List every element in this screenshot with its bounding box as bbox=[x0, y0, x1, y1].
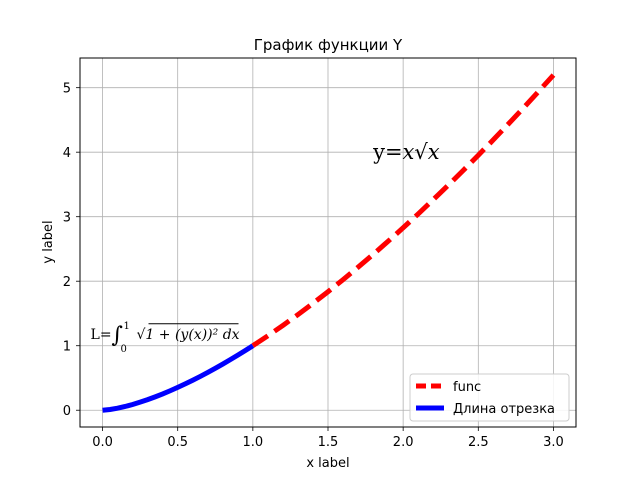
legend-label-func: func bbox=[453, 380, 481, 395]
x-tick-label: 2.5 bbox=[468, 435, 489, 450]
series-line-func bbox=[251, 73, 556, 348]
x-tick-label: 0.0 bbox=[92, 435, 113, 450]
annotation-func-formula: y=x√x bbox=[372, 140, 440, 164]
y-axis-label: y label bbox=[41, 220, 56, 263]
annotations: y=x√x L= ∫ 1 0 √1 + (y(x))² dx bbox=[91, 140, 440, 355]
x-axis-label: x label bbox=[306, 456, 349, 471]
grid bbox=[80, 58, 576, 427]
y-tick-label: 4 bbox=[63, 146, 71, 161]
legend-label-segment-length: Длина отрезка bbox=[453, 402, 555, 417]
x-tick-label: 2.0 bbox=[393, 435, 414, 450]
x-tick-label: 1.5 bbox=[318, 435, 339, 450]
annotation-length-formula: L= bbox=[91, 327, 112, 343]
y-tick-label: 2 bbox=[63, 275, 71, 290]
y-tick-label: 3 bbox=[63, 211, 71, 226]
integrand: √1 + (y(x))² dx bbox=[137, 327, 240, 343]
x-tick-label: 3.0 bbox=[543, 435, 564, 450]
series-line-segment-length bbox=[102, 343, 255, 413]
legend: func Длина отрезка bbox=[409, 373, 570, 422]
y-tick-label: 5 bbox=[63, 82, 71, 97]
integral-lower-limit: 0 bbox=[121, 344, 127, 355]
y-tick-label: 0 bbox=[63, 404, 71, 419]
series-layer bbox=[102, 73, 556, 413]
x-tick-label: 0.5 bbox=[167, 435, 188, 450]
integral-sign: ∫ bbox=[112, 323, 124, 348]
chart-title: График функции Y bbox=[254, 36, 403, 54]
integral-upper-limit: 1 bbox=[124, 321, 130, 332]
legend-box bbox=[409, 373, 570, 422]
y-tick-label: 1 bbox=[63, 340, 71, 355]
ticks: 0.0 0.5 1.0 1.5 2.0 2.5 3.0 0 1 2 3 4 5 bbox=[63, 82, 564, 450]
x-tick-label: 1.0 bbox=[243, 435, 264, 450]
